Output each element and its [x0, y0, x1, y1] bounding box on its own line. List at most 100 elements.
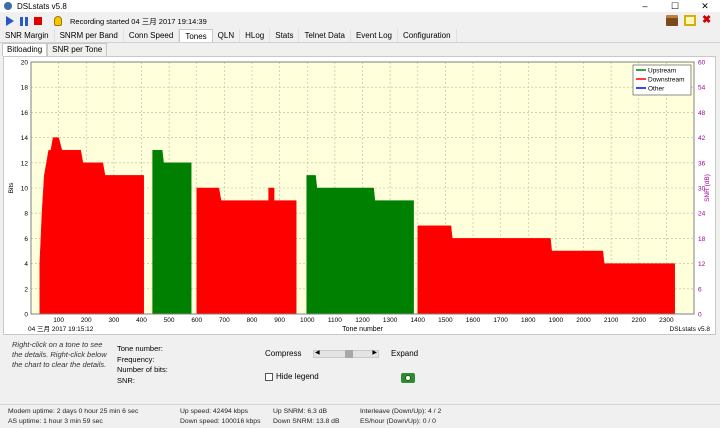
tab-telnet-data[interactable]: Telnet Data: [299, 29, 351, 42]
status-bar: Modem uptime: 2 days 0 hour 25 min 6 sec…: [0, 404, 720, 428]
x-tick-label: 500: [164, 317, 175, 324]
details-panel: Right-click on a tone to see the details…: [0, 338, 720, 404]
y2-tick-label: 54: [698, 85, 706, 92]
x-tick-label: 1000: [300, 317, 315, 324]
window-icon[interactable]: [684, 15, 696, 26]
hide-legend-checkbox[interactable]: Hide legend: [265, 372, 319, 381]
tab-event-log[interactable]: Event Log: [351, 29, 398, 42]
y2-axis-label: SNR (dB): [704, 174, 711, 202]
x-tick-label: 900: [274, 317, 285, 324]
x-axis-label: Tone number: [342, 326, 384, 333]
tab-snr-margin[interactable]: SNR Margin: [0, 29, 55, 42]
y-tick-label: 18: [21, 85, 29, 92]
modem-uptime: Modem uptime: 2 days 0 hour 25 min 6 sec: [8, 408, 139, 415]
recording-status: Recording started 04 三月 2017 19:14:39: [70, 16, 207, 26]
lightbulb-icon[interactable]: [54, 16, 62, 26]
y-tick-label: 0: [24, 312, 28, 319]
x-tick-label: 1700: [493, 317, 508, 324]
chart-watermark: DSLstats v5.8: [670, 326, 711, 333]
y2-tick-label: 48: [698, 110, 706, 117]
exit-icon[interactable]: ✖: [702, 14, 712, 26]
y2-tick-label: 36: [698, 160, 706, 167]
as-uptime: AS uptime: 1 hour 3 min 59 sec: [8, 418, 103, 425]
x-tick-label: 100: [53, 317, 64, 324]
x-tick-label: 1800: [521, 317, 536, 324]
compress-slider[interactable]: ◀ ▶: [313, 350, 379, 358]
x-tick-label: 800: [247, 317, 258, 324]
series-upstream-3: [306, 175, 414, 315]
x-tick-label: 1400: [411, 317, 426, 324]
hint-text: Right-click on a tone to see the details…: [12, 340, 107, 369]
tab-snrm-per-band[interactable]: SNRM per Band: [55, 29, 124, 42]
field-frequency: Frequency:: [117, 354, 155, 364]
modem-icon[interactable]: [666, 15, 678, 26]
legend-item-downstream: Downstream: [648, 77, 684, 84]
x-tick-label: 2000: [576, 317, 591, 324]
up-speed: Up speed: 42494 kbps: [180, 408, 249, 415]
tab-qln[interactable]: QLN: [213, 29, 241, 42]
hide-legend-label: Hide legend: [276, 372, 319, 381]
tab-hlog[interactable]: HLog: [240, 29, 271, 42]
window-controls: – ☐ ✕: [630, 0, 720, 12]
tab-conn-speed[interactable]: Conn Speed: [124, 29, 180, 42]
y2-tick-label: 30: [698, 186, 706, 193]
minimize-button[interactable]: –: [642, 1, 648, 11]
interleave: Interleave (Down/Up): 4 / 2: [360, 408, 442, 415]
field-number-of-bits: Number of bits:: [117, 365, 168, 374]
series-upstream-1: [152, 149, 192, 315]
subtab-bitloading[interactable]: Bitloading: [2, 43, 48, 56]
x-tick-label: 2100: [604, 317, 619, 324]
y-tick-label: 6: [24, 236, 28, 243]
y-axis-label: Bits: [8, 182, 15, 194]
up-snrm: Up SNRM: 6.3 dB: [273, 408, 328, 415]
y2-tick-label: 24: [698, 211, 706, 218]
down-speed: Down speed: 100016 kbps: [180, 418, 261, 425]
slider-left-arrow-icon[interactable]: ◀: [315, 350, 320, 356]
bitloading-chart[interactable]: 0 2 4 6 8 10 12 14 16 18 20 0 6 12 18 24 30 36 42 48 54 60 100…: [3, 56, 716, 335]
y-tick-label: 14: [21, 135, 29, 142]
y-tick-label: 12: [21, 160, 29, 167]
es-hour: ES/hour (Down/Up): 0 / 0: [360, 418, 436, 425]
y-tick-label: 4: [24, 261, 28, 268]
legend-item-upstream: Upstream: [648, 68, 676, 75]
tab-tones[interactable]: Tones: [179, 29, 213, 42]
sub-tabs: Bitloading SNR per Tone: [2, 43, 108, 56]
tab-stats[interactable]: Stats: [270, 29, 300, 42]
x-tick-label: 1200: [355, 317, 370, 324]
x-tick-label: 2300: [659, 317, 674, 324]
y2-tick-label: 60: [698, 60, 706, 67]
y-tick-label: 10: [21, 186, 29, 193]
tone-details: Tone number: Frequency: Number of bits: …: [117, 344, 168, 386]
toolbar: Recording started 04 三月 2017 19:14:39 ✖: [0, 13, 720, 29]
checkbox-box[interactable]: [265, 372, 273, 381]
field-tone-number: Tone number:: [117, 344, 163, 353]
play-icon[interactable]: [6, 16, 14, 26]
slider-thumb[interactable]: [344, 350, 353, 358]
y2-tick-label: 42: [698, 135, 706, 142]
x-tick-label: 1900: [549, 317, 564, 324]
stop-icon[interactable]: [34, 17, 42, 25]
y-tick-label: 20: [21, 60, 29, 67]
tab-configuration[interactable]: Configuration: [398, 29, 457, 42]
x-tick-label: 1100: [328, 317, 342, 324]
series-downstream-4: [417, 225, 675, 315]
expand-label: Expand: [391, 349, 419, 358]
pause-icon[interactable]: [20, 16, 28, 26]
x-tick-label: 200: [81, 317, 92, 324]
down-snrm: Down SNRM: 13.8 dB: [273, 418, 340, 425]
camera-icon[interactable]: [401, 373, 415, 383]
field-snr: SNR:: [117, 375, 135, 385]
window-title: DSLstats v5.8: [17, 1, 67, 11]
subtab-snr-per-tone[interactable]: SNR per Tone: [47, 43, 108, 56]
slider-right-arrow-icon[interactable]: ▶: [372, 350, 377, 356]
y2-tick-label: 6: [698, 286, 702, 293]
maximize-button[interactable]: ☐: [670, 1, 680, 11]
series-downstream-0: [39, 137, 144, 315]
close-button[interactable]: ✕: [701, 1, 709, 11]
x-tick-label: 1500: [438, 317, 453, 324]
chart-svg[interactable]: 0246810121416182006121824303642485460100…: [4, 57, 715, 334]
x-tick-label: 700: [219, 317, 230, 324]
y-tick-label: 8: [24, 211, 28, 218]
x-tick-label: 1600: [466, 317, 481, 324]
y2-tick-label: 0: [698, 312, 702, 319]
